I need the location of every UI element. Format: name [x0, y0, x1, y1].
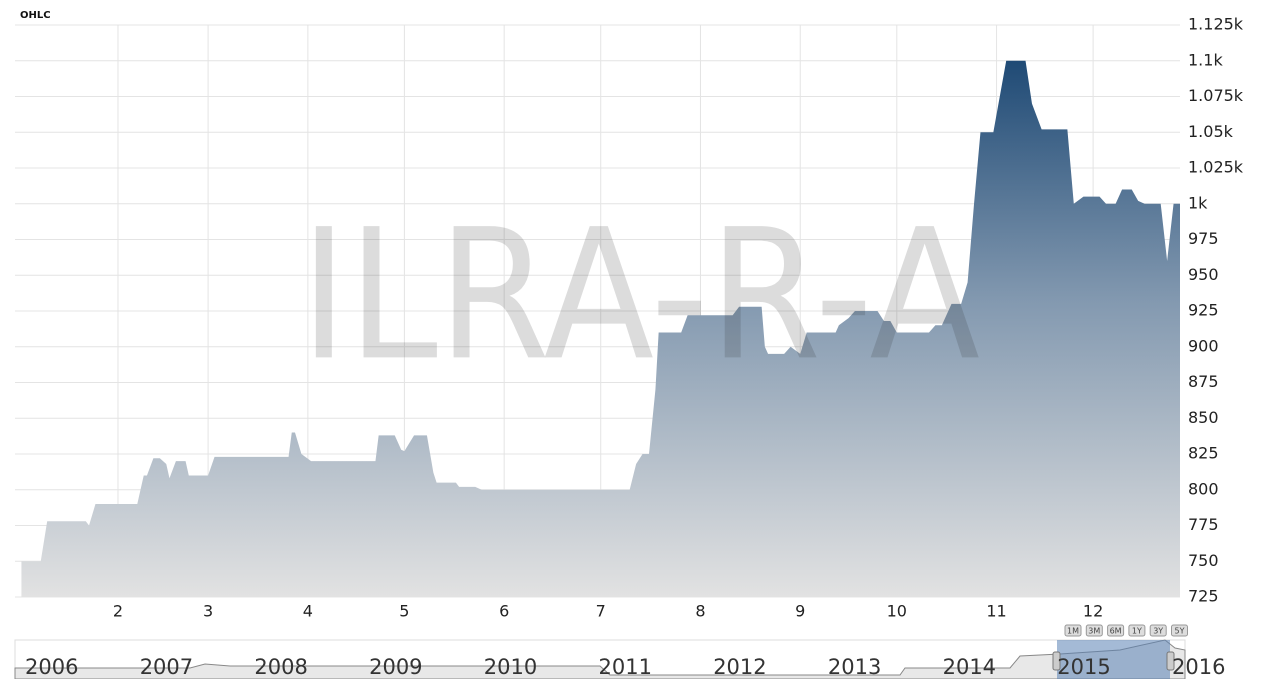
y-tick-label: 750 — [1188, 551, 1219, 570]
watermark: ILRA-R-A — [300, 191, 980, 400]
y-tick-label: 825 — [1188, 444, 1219, 463]
y-tick-label: 1.05k — [1188, 122, 1234, 141]
x-tick-label: 6 — [499, 602, 509, 621]
x-tick-label: 3 — [203, 602, 213, 621]
range-button[interactable] — [1064, 624, 1082, 637]
navigator-year: 2013 — [828, 655, 881, 679]
y-tick-label: 725 — [1188, 587, 1219, 606]
y-tick-label: 800 — [1188, 479, 1219, 498]
x-tick-label: 4 — [303, 602, 313, 621]
range-button[interactable] — [1085, 624, 1103, 637]
range-button[interactable] — [1171, 624, 1188, 637]
y-tick-label: 900 — [1188, 336, 1219, 355]
navigator-year: 2014 — [943, 655, 996, 679]
navigator-year: 2016 — [1172, 655, 1225, 679]
navigator-year: 2009 — [369, 655, 422, 679]
navigator-year: 2011 — [599, 655, 652, 679]
y-tick-label: 950 — [1188, 265, 1219, 284]
y-tick-label: 1k — [1188, 193, 1208, 212]
y-tick-label: 1.1k — [1188, 50, 1223, 69]
navigator-line — [14, 639, 1186, 679]
y-tick-label: 850 — [1188, 408, 1219, 427]
x-tick-label: 12 — [1083, 602, 1103, 621]
range-button-label[interactable]: 1M — [1067, 627, 1079, 636]
navigator-selection[interactable] — [1057, 640, 1170, 679]
area — [21, 60, 1180, 597]
navigator: 2006 2007 2008 2009 2010 2011 2012 2013 2014 2015… — [14, 624, 1225, 679]
chart-title: OHLC — [20, 10, 51, 21]
x-tick-label: 10 — [887, 602, 907, 621]
range-button-label[interactable]: 1Y — [1132, 627, 1142, 636]
range-button-label[interactable]: 5Y — [1175, 627, 1185, 636]
y-tick-label: 1.075k — [1188, 86, 1244, 105]
range-button[interactable] — [1128, 624, 1146, 637]
x-tick-label: 7 — [596, 602, 606, 621]
range-button-label[interactable]: 3M — [1088, 627, 1100, 636]
y-tick-label: 1.025k — [1188, 158, 1244, 177]
x-tick-label: 5 — [399, 602, 409, 621]
range-button[interactable] — [1107, 624, 1125, 637]
navigator-year: 2012 — [713, 655, 766, 679]
x-tick-label: 9 — [795, 602, 805, 621]
range-button[interactable] — [1149, 624, 1167, 637]
range-button-label[interactable]: 6M — [1110, 627, 1122, 636]
y-tick-label: 775 — [1188, 515, 1219, 534]
x-tick-label: 11 — [986, 602, 1006, 621]
navigator-handle[interactable] — [1166, 651, 1175, 671]
y-tick-label: 975 — [1188, 229, 1219, 248]
axes: 7257507758008258508759009259509751k1.025… — [113, 15, 1244, 621]
plot — [21, 60, 1180, 597]
navigator-year: 2007 — [140, 655, 193, 679]
y-tick-label: 875 — [1188, 372, 1219, 391]
navigator-year: 2008 — [254, 655, 307, 679]
x-tick-label: 2 — [113, 602, 123, 621]
navigator-handle[interactable] — [1052, 651, 1061, 671]
navigator-year: 2006 — [25, 655, 78, 679]
y-tick-label: 925 — [1188, 301, 1219, 320]
x-tick-label: 8 — [695, 602, 705, 621]
y-tick-label: 1.125k — [1188, 15, 1244, 34]
navigator-year: 2015 — [1057, 655, 1110, 679]
navigator-year: 2010 — [484, 655, 537, 679]
range-button-label[interactable]: 3Y — [1153, 627, 1163, 636]
